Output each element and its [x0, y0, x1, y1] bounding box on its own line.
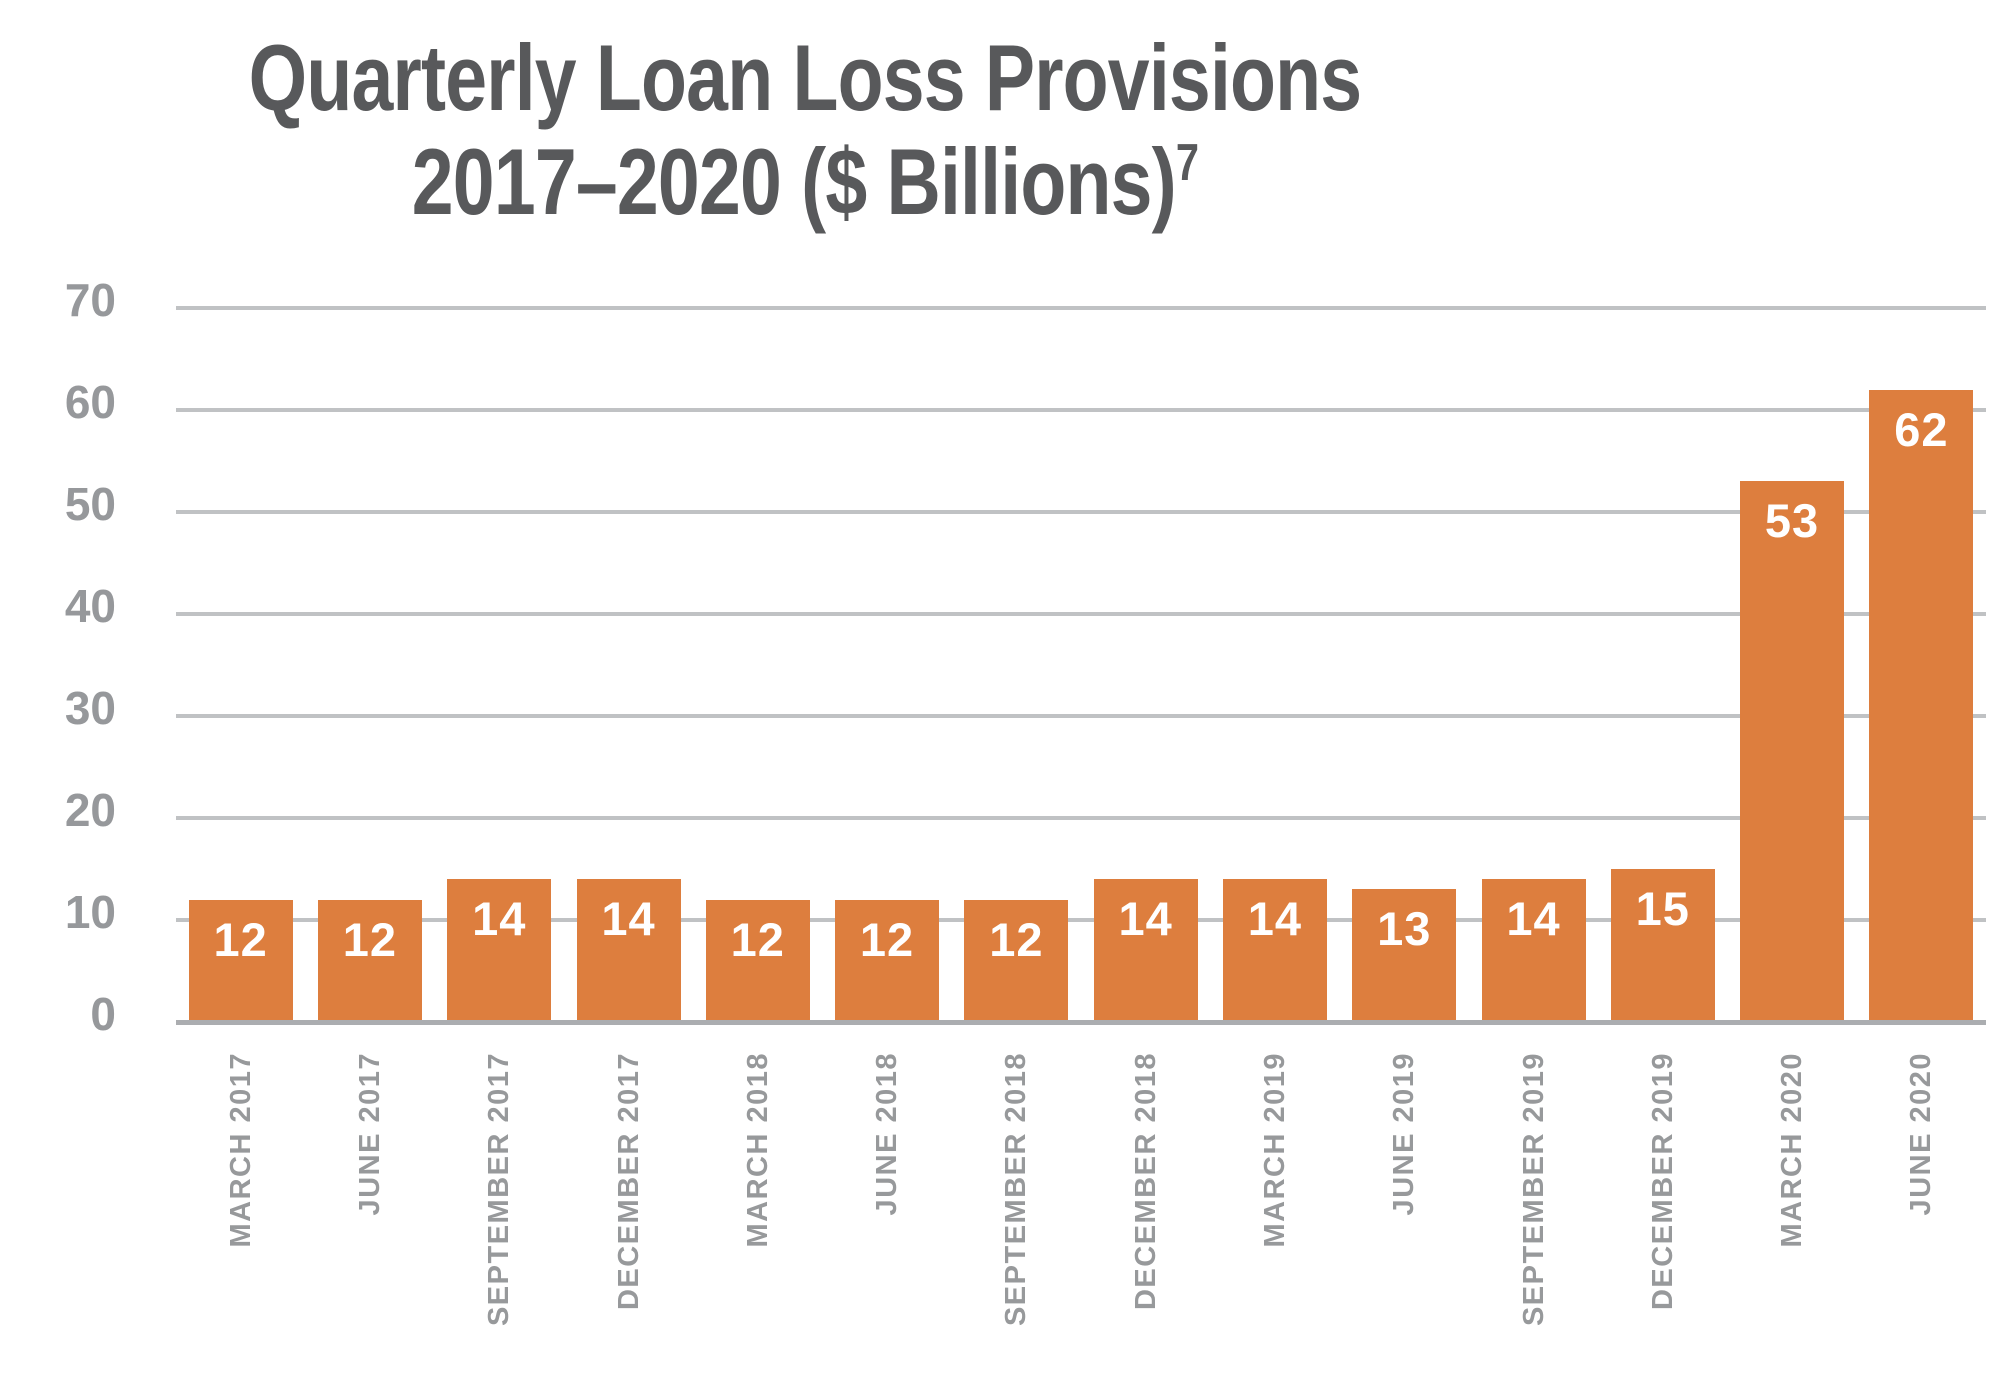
y-axis-tick-50: 50 — [64, 478, 116, 530]
chart-title: Quarterly Loan Loss Provisions 2017–2020… — [161, 26, 1449, 249]
y-axis-tick-60: 60 — [64, 376, 116, 428]
gridline-40 — [176, 612, 1986, 616]
bar-june-2018: 12 — [835, 899, 940, 1022]
gridline-60 — [176, 408, 1986, 412]
x-axis-baseline — [176, 1020, 1986, 1025]
bar-value-label-march-2018: 12 — [730, 912, 785, 966]
chart-title-line2-text: 2017–2020 ($ Billions) — [411, 129, 1177, 234]
bar-value-label-december-2018: 14 — [1118, 892, 1173, 946]
gridline-70 — [176, 306, 1986, 310]
bar-value-label-september-2019: 14 — [1506, 892, 1561, 946]
footnote-marker: 7 — [1175, 134, 1199, 192]
x-axis-label-march-2017: MARCH 2017 — [224, 1052, 257, 1248]
bar-value-label-june-2017: 12 — [342, 912, 398, 966]
bar-value-label-september-2017: 14 — [472, 892, 527, 946]
y-axis-tick-0: 0 — [90, 988, 116, 1040]
bar-june-2019: 13 — [1352, 889, 1457, 1022]
bar-value-label-september-2018: 12 — [989, 912, 1044, 966]
x-axis-label-december-2019: DECEMBER 2019 — [1646, 1052, 1679, 1311]
bar-june-2017: 12 — [317, 899, 422, 1022]
y-axis-tick-40: 40 — [64, 580, 116, 632]
x-axis-label-september-2019: SEPTEMBER 2019 — [1517, 1052, 1550, 1327]
bar-value-label-june-2018: 12 — [859, 912, 915, 966]
bar-march-2017: 12 — [188, 899, 293, 1022]
gridline-50 — [176, 510, 1986, 514]
bar-september-2018: 12 — [964, 899, 1069, 1022]
y-axis-tick-70: 70 — [64, 274, 116, 326]
x-axis-label-june-2017: JUNE 2017 — [353, 1052, 386, 1216]
chart-title-line1: Quarterly Loan Loss Provisions — [248, 25, 1362, 130]
y-axis-tick-10: 10 — [64, 886, 116, 938]
y-axis-tick-20: 20 — [64, 784, 116, 836]
bar-march-2020: 53 — [1740, 481, 1845, 1022]
bar-value-label-march-2017: 12 — [213, 912, 268, 966]
gridline-30 — [176, 714, 1986, 718]
bar-march-2018: 12 — [705, 899, 810, 1022]
bar-value-label-december-2017: 14 — [601, 892, 656, 946]
bar-september-2019: 14 — [1481, 879, 1586, 1022]
bar-value-label-december-2019: 15 — [1635, 882, 1690, 935]
x-axis-label-september-2018: SEPTEMBER 2018 — [1000, 1052, 1033, 1327]
y-axis-tick-30: 30 — [64, 682, 116, 734]
bar-value-label-june-2019: 13 — [1377, 902, 1432, 956]
x-axis-label-march-2020: MARCH 2020 — [1776, 1052, 1809, 1248]
chart-title-line2: 2017–2020 ($ Billions)7 — [161, 130, 1449, 249]
bar-value-label-march-2019: 14 — [1247, 892, 1303, 946]
bar-december-2019: 15 — [1610, 869, 1715, 1022]
bar-december-2018: 14 — [1093, 879, 1198, 1022]
x-axis-label-march-2018: MARCH 2018 — [741, 1052, 774, 1248]
bar-value-label-march-2020: 53 — [1764, 494, 1820, 548]
x-axis-label-march-2019: MARCH 2019 — [1258, 1052, 1291, 1248]
x-axis-label-june-2018: JUNE 2018 — [871, 1052, 904, 1216]
x-axis-label-september-2017: SEPTEMBER 2017 — [483, 1052, 516, 1327]
bar-june-2020: 62 — [1869, 389, 1974, 1022]
bar-march-2019: 14 — [1222, 879, 1327, 1022]
x-axis-label-december-2018: DECEMBER 2018 — [1129, 1052, 1162, 1311]
gridline-10 — [176, 918, 1986, 922]
x-axis-label-june-2020: JUNE 2020 — [1905, 1052, 1938, 1216]
bar-september-2017: 14 — [447, 879, 552, 1022]
bar-value-label-june-2020: 62 — [1894, 402, 1949, 456]
bar-december-2017: 14 — [576, 879, 681, 1022]
x-axis-label-june-2019: JUNE 2019 — [1388, 1052, 1421, 1216]
gridline-20 — [176, 816, 1986, 820]
x-axis-label-december-2017: DECEMBER 2017 — [612, 1052, 645, 1311]
